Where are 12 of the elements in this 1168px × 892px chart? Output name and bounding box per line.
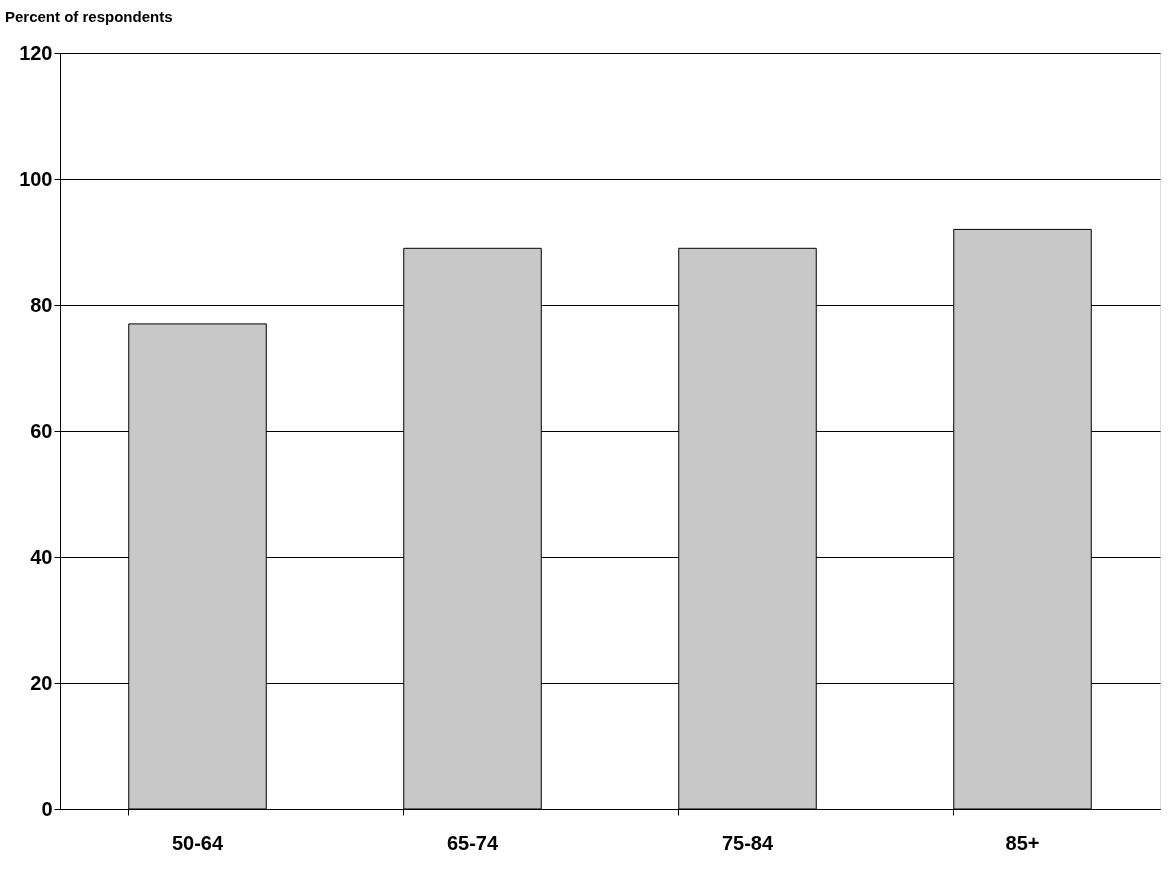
- chart-title: Percent of respondents: [5, 8, 173, 25]
- y-tick-label: 40: [30, 545, 53, 568]
- x-tick-label: 50-64: [171, 831, 224, 854]
- y-tick-label: 0: [41, 797, 53, 820]
- y-tick-label: 60: [30, 419, 53, 442]
- y-tick-label: 120: [19, 41, 53, 64]
- x-tick-label: 65-74: [446, 831, 499, 854]
- x-tick-label: 85+: [1005, 831, 1040, 854]
- y-tick-label: 80: [30, 293, 53, 316]
- y-tick-label: 100: [19, 167, 53, 190]
- x-tick-label: 75-84: [721, 831, 774, 854]
- y-tick-label: 20: [30, 671, 53, 694]
